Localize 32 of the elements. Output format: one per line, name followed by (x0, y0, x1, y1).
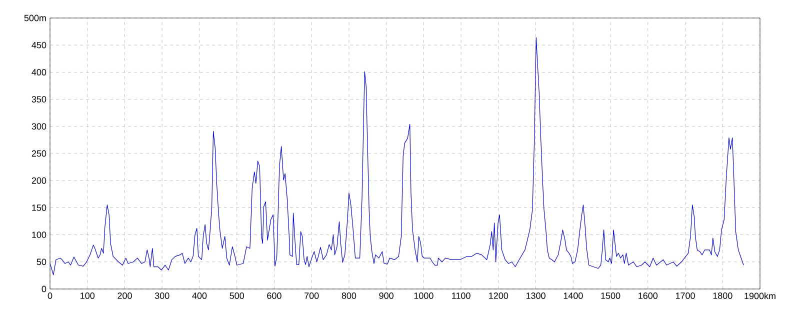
y-tick-label: 250 (32, 150, 46, 157)
y-tick-label: 50 (36, 258, 46, 266)
x-tick-label: 1000 (414, 292, 434, 299)
x-tick-label: 600 (267, 292, 282, 299)
y-tick-label: 100 (32, 232, 46, 238)
x-tick-label: 1100 (452, 292, 470, 299)
x-tick-label: 1400 (564, 292, 583, 299)
y-tick-label: 300 (32, 123, 46, 130)
x-tick-label: 400 (192, 292, 207, 299)
x-tick-label: 0 (48, 292, 52, 299)
x-tick-label: 500 (230, 292, 244, 299)
x-tick-label: 1700 (676, 292, 695, 299)
y-tick-label: 400 (32, 69, 46, 76)
x-tick-label: 1800 (713, 292, 732, 299)
x-tick-label: 900 (379, 292, 394, 299)
x-tick-label: 1200 (489, 292, 508, 299)
x-tick-label: 1900km (744, 292, 776, 300)
x-tick-label: 300 (154, 292, 170, 299)
x-tick-label: 1300 (526, 292, 546, 299)
line-series (50, 37, 744, 276)
x-tick-label: 1500 (601, 292, 620, 299)
y-tick-label: 200 (32, 177, 46, 184)
x-tick-label: 100 (80, 292, 95, 299)
y-tick-label: 0 (42, 286, 46, 292)
y-tick-label: 450 (32, 42, 46, 48)
x-tick-label: 800 (342, 292, 356, 299)
y-tick-label: 150 (32, 204, 46, 211)
y-tick-label: 500m (24, 14, 46, 22)
y-tick-label: 350 (32, 96, 46, 102)
x-tick-label: 700 (304, 292, 319, 299)
x-tick-label: 1600 (638, 292, 658, 299)
x-tick-label: 200 (118, 292, 132, 299)
